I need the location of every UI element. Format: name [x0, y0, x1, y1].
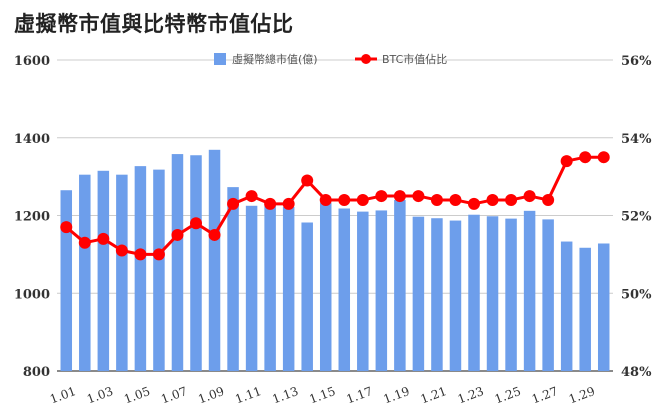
left-axis-ticks: 800 1000 1200 1400 1600	[14, 54, 50, 380]
right-tick-label: 48%	[621, 365, 652, 380]
right-axis-ticks: 48% 50% 52% 54% 56%	[621, 54, 652, 380]
line-point	[542, 193, 555, 206]
line-point	[301, 174, 314, 187]
left-tick-label: 1600	[14, 54, 50, 69]
line-point	[97, 232, 110, 245]
bar	[97, 170, 110, 371]
bar	[171, 154, 184, 371]
line-point	[319, 193, 332, 206]
legend-bar-swatch	[214, 53, 226, 65]
chart-title: 虛擬幣市值與比特幣市值佔比	[14, 12, 294, 36]
bar	[264, 205, 276, 371]
left-tick-label: 800	[23, 365, 50, 380]
line-point	[115, 244, 128, 257]
line-point	[282, 197, 295, 210]
line-point	[134, 248, 147, 261]
legend-line-label: BTC市值佔比	[382, 52, 447, 66]
bar	[579, 247, 591, 371]
bar	[523, 210, 536, 371]
right-tick-label: 50%	[621, 287, 652, 302]
bar	[301, 222, 313, 371]
bar	[282, 206, 295, 371]
legend-line-marker	[361, 54, 371, 64]
line-point	[393, 190, 406, 203]
x-tick-label: 1.09	[196, 384, 226, 406]
x-tick-label: 1.05	[122, 384, 152, 406]
line-point	[375, 190, 388, 203]
right-tick-label: 56%	[621, 54, 652, 69]
bar	[338, 208, 351, 371]
x-tick-label: 1.15	[307, 384, 337, 406]
line-point	[152, 248, 165, 261]
line-point	[60, 221, 73, 234]
x-tick-label: 1.25	[493, 384, 523, 406]
left-tick-label: 1200	[14, 210, 50, 225]
x-tick-label: 1.27	[530, 384, 560, 406]
bar	[542, 219, 554, 371]
bar	[357, 211, 369, 371]
line-point	[208, 228, 221, 241]
bar	[468, 214, 480, 371]
x-tick-label: 1.01	[48, 384, 78, 406]
bar	[375, 210, 388, 371]
left-tick-label: 1000	[14, 287, 50, 302]
right-tick-label: 52%	[621, 210, 652, 225]
line-point	[579, 151, 592, 164]
line-point	[430, 193, 443, 206]
line-point	[597, 151, 610, 164]
x-tick-label: 1.21	[419, 384, 449, 406]
line-point	[468, 197, 480, 210]
bar	[190, 155, 202, 371]
x-tick-label: 1.17	[344, 384, 374, 406]
line-point	[523, 190, 536, 203]
line-point	[171, 228, 184, 241]
x-axis-ticks: 1.01 1.03 1.05 1.07 1.09 1.11 1.13 1.15 1.17 1.19…	[48, 384, 597, 406]
bar	[134, 166, 147, 371]
bar	[245, 205, 258, 371]
bar	[394, 199, 406, 371]
bar	[560, 241, 573, 371]
line-point	[245, 190, 258, 203]
line-point	[264, 197, 277, 210]
bar	[412, 216, 425, 371]
line-path	[65, 155, 604, 256]
line-point	[356, 193, 369, 206]
bar	[505, 218, 517, 371]
x-tick-label: 1.19	[382, 384, 412, 406]
right-tick-label: 54%	[621, 132, 652, 147]
legend-bar-label: 虛擬幣總市值(億)	[232, 52, 318, 66]
line-point	[412, 190, 425, 203]
line-point	[338, 193, 351, 206]
bar	[319, 202, 332, 371]
x-tick-label: 1.11	[233, 384, 263, 406]
bar	[449, 220, 462, 371]
x-tick-label: 1.03	[85, 384, 115, 406]
bar	[116, 174, 128, 371]
line-point	[449, 193, 462, 206]
line-point	[190, 217, 202, 230]
bar	[60, 190, 73, 371]
bar	[431, 218, 443, 371]
bar	[79, 174, 91, 371]
gridlines	[57, 59, 613, 372]
line-point	[505, 193, 518, 206]
line-point	[78, 236, 91, 249]
x-tick-label: 1.13	[270, 384, 300, 406]
x-tick-label: 1.29	[567, 384, 597, 406]
line-point	[486, 193, 499, 206]
line-series	[60, 151, 610, 261]
bar	[208, 149, 221, 371]
bar	[153, 169, 165, 371]
line-point	[560, 155, 573, 168]
bar-series	[60, 149, 610, 371]
x-tick-label: 1.23	[456, 384, 486, 406]
x-tick-label: 1.07	[159, 384, 189, 406]
line-point	[227, 197, 240, 210]
bar	[486, 216, 499, 371]
legend: 虛擬幣總市值(億) BTC市值佔比	[214, 52, 447, 66]
bar	[227, 187, 239, 371]
bar	[597, 243, 610, 371]
left-tick-label: 1400	[14, 132, 50, 147]
